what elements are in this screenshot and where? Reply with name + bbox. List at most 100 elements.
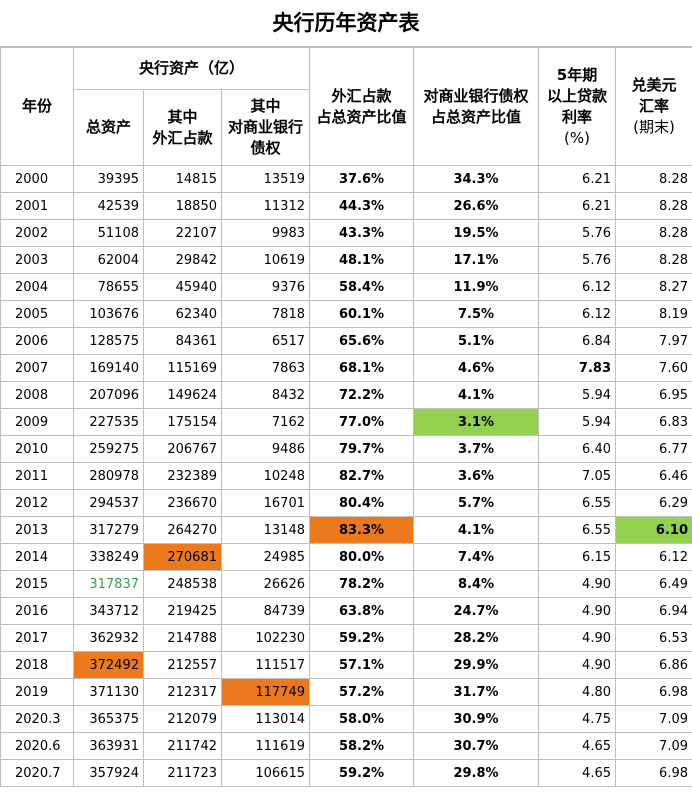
cell-total-assets: 357924 [73, 759, 144, 787]
cell-usd-rate: 7.60 [615, 354, 692, 382]
header-fx-holdings: 其中 外汇占款 [143, 89, 222, 166]
cell-fx-holdings: 206767 [143, 435, 222, 463]
central-bank-assets-table: 年份 央行资产（亿） 外汇占款 占总资产比值 对商业银行债权 占总资产比值 5年… [0, 47, 692, 787]
cell-year: 2020.7 [0, 759, 74, 787]
cell-loan-rate: 6.55 [538, 516, 616, 544]
cell-loan-rate: 4.75 [538, 705, 616, 733]
cell-bank-ratio: 11.9% [413, 273, 539, 301]
cell-fx-holdings: 115169 [143, 354, 222, 382]
cell-year: 2012 [0, 489, 74, 517]
cell-total-assets: 39395 [73, 165, 144, 193]
cell-bank-ratio: 26.6% [413, 192, 539, 220]
cell-total-assets: 51108 [73, 219, 144, 247]
cell-usd-rate: 6.12 [615, 543, 692, 571]
cell-total-assets: 280978 [73, 462, 144, 490]
cell-bank-claims: 111517 [221, 651, 310, 679]
cell-bank-claims: 7818 [221, 300, 310, 328]
cell-usd-rate: 7.97 [615, 327, 692, 355]
cell-usd-rate: 6.10 [615, 516, 692, 544]
cell-loan-rate: 6.21 [538, 192, 616, 220]
table-row: 2007 169140 115169 7863 68.1% 4.6% 7.83 7.60 [0, 354, 692, 382]
cell-fx-ratio: 59.2% [309, 759, 414, 787]
cell-fx-holdings: 270681 [143, 543, 222, 571]
cell-year: 2000 [0, 165, 74, 193]
cell-bank-ratio: 3.7% [413, 435, 539, 463]
cell-bank-ratio: 19.5% [413, 219, 539, 247]
table-row: 2015 317837 248538 26626 78.2% 8.4% 4.90 6.49 [0, 570, 692, 598]
table-row: 2020.3 365375 212079 113014 58.0% 30.9% 4.75 7.… [0, 705, 692, 733]
cell-bank-claims: 84739 [221, 597, 310, 625]
cell-year: 2018 [0, 651, 74, 679]
cell-year: 2020.3 [0, 705, 74, 733]
cell-fx-holdings: 248538 [143, 570, 222, 598]
cell-usd-rate: 7.09 [615, 732, 692, 760]
cell-year: 2009 [0, 408, 74, 436]
cell-fx-holdings: 214788 [143, 624, 222, 652]
cell-bank-claims: 113014 [221, 705, 310, 733]
cell-total-assets: 227535 [73, 408, 144, 436]
cell-usd-rate: 6.49 [615, 570, 692, 598]
cell-year: 2017 [0, 624, 74, 652]
cell-bank-claims: 10248 [221, 462, 310, 490]
cell-bank-ratio: 5.7% [413, 489, 539, 517]
cell-total-assets: 317837 [73, 570, 144, 598]
cell-bank-claims: 9983 [221, 219, 310, 247]
cell-loan-rate: 4.65 [538, 759, 616, 787]
cell-bank-claims: 9486 [221, 435, 310, 463]
cell-fx-ratio: 58.0% [309, 705, 414, 733]
cell-year: 2005 [0, 300, 74, 328]
header-loan-rate: 5年期 以上贷款 利率 (%) [538, 47, 616, 166]
cell-loan-rate: 5.76 [538, 246, 616, 274]
table-row: 2012 294537 236670 16701 80.4% 5.7% 6.55 6.29 [0, 489, 692, 517]
cell-usd-rate: 6.83 [615, 408, 692, 436]
cell-fx-holdings: 84361 [143, 327, 222, 355]
table-row: 2006 128575 84361 6517 65.6% 5.1% 6.84 7.97 [0, 327, 692, 355]
cell-bank-ratio: 4.1% [413, 381, 539, 409]
cell-usd-rate: 8.28 [615, 165, 692, 193]
cell-fx-holdings: 212557 [143, 651, 222, 679]
cell-loan-rate: 6.21 [538, 165, 616, 193]
table-row: 2020.6 363931 211742 111619 58.2% 30.7% 4.65 7.… [0, 732, 692, 760]
table-row: 2005 103676 62340 7818 60.1% 7.5% 6.12 8.19 [0, 300, 692, 328]
cell-year: 2004 [0, 273, 74, 301]
cell-fx-ratio: 59.2% [309, 624, 414, 652]
table-row: 2011 280978 232389 10248 82.7% 3.6% 7.05 6.46 [0, 462, 692, 490]
cell-bank-ratio: 30.9% [413, 705, 539, 733]
cell-total-assets: 103676 [73, 300, 144, 328]
cell-bank-claims: 11312 [221, 192, 310, 220]
table-row: 2000 39395 14815 13519 37.6% 34.3% 6.21 8.28 [0, 165, 692, 193]
cell-fx-holdings: 212079 [143, 705, 222, 733]
cell-bank-ratio: 17.1% [413, 246, 539, 274]
cell-usd-rate: 6.29 [615, 489, 692, 517]
header-bank-claims: 其中 对商业银行 债权 [221, 89, 310, 166]
cell-fx-ratio: 43.3% [309, 219, 414, 247]
cell-bank-claims: 111619 [221, 732, 310, 760]
cell-year: 2010 [0, 435, 74, 463]
cell-bank-claims: 7863 [221, 354, 310, 382]
cell-year: 2016 [0, 597, 74, 625]
cell-fx-holdings: 18850 [143, 192, 222, 220]
cell-total-assets: 169140 [73, 354, 144, 382]
cell-year: 2007 [0, 354, 74, 382]
cell-total-assets: 317279 [73, 516, 144, 544]
cell-total-assets: 42539 [73, 192, 144, 220]
cell-bank-claims: 13148 [221, 516, 310, 544]
cell-fx-holdings: 211742 [143, 732, 222, 760]
cell-usd-rate: 8.28 [615, 192, 692, 220]
cell-year: 2014 [0, 543, 74, 571]
cell-year: 2001 [0, 192, 74, 220]
header-fx-ratio: 外汇占款 占总资产比值 [309, 47, 414, 166]
cell-loan-rate: 5.76 [538, 219, 616, 247]
cell-fx-ratio: 65.6% [309, 327, 414, 355]
header-usd-rate: 兑美元 汇率 (期末) [615, 47, 692, 166]
cell-fx-holdings: 149624 [143, 381, 222, 409]
cell-usd-rate: 6.94 [615, 597, 692, 625]
cell-fx-ratio: 57.2% [309, 678, 414, 706]
cell-total-assets: 365375 [73, 705, 144, 733]
cell-bank-ratio: 34.3% [413, 165, 539, 193]
cell-bank-claims: 6517 [221, 327, 310, 355]
table-row: 2013 317279 264270 13148 83.3% 4.1% 6.55 6.10 [0, 516, 692, 544]
cell-total-assets: 338249 [73, 543, 144, 571]
cell-usd-rate: 6.86 [615, 651, 692, 679]
cell-loan-rate: 4.90 [538, 651, 616, 679]
